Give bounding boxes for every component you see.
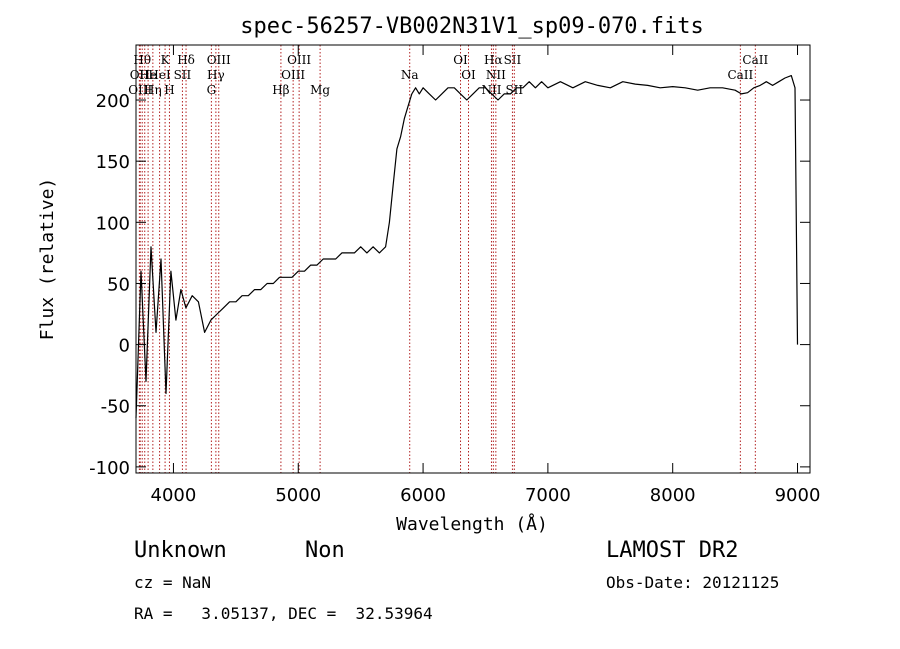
spectral-line-label: CaII: [742, 53, 768, 67]
x-tick-label: 9000: [775, 485, 821, 506]
x-tick-label: 8000: [650, 485, 696, 506]
spectral-line-label: NII: [481, 83, 501, 97]
x-tick-label: 6000: [400, 485, 446, 506]
spectral-line-label: OIII: [207, 53, 231, 67]
classification-label: Unknown: [134, 538, 227, 563]
x-tick-label: 7000: [525, 485, 571, 506]
spectral-line-label: K: [161, 53, 171, 67]
spectral-line-label: H: [140, 68, 150, 82]
x-tick-label: 4000: [151, 485, 197, 506]
plot-area: OIIOIIIHθHHeHηHeIKHSIIHδGHγOIIIHβOIIIOII…: [89, 45, 820, 506]
spectral-line-label: OI: [453, 53, 468, 67]
spectral-line-label: SII: [174, 68, 192, 82]
y-axis-label: Flux (relative): [37, 178, 58, 341]
spectral-line-label: Hα: [484, 53, 503, 67]
spectral-line-label: H: [164, 83, 174, 97]
spectral-line-label: OIII: [128, 83, 152, 97]
spectral-line-label: NII: [486, 68, 506, 82]
spectral-line-label: SII: [504, 53, 522, 67]
spectral-line-label: G: [207, 83, 217, 97]
spectral-line-label: Hθ: [133, 53, 151, 67]
spectral-line-label: Hη: [144, 83, 162, 97]
spectral-line-label: HeI: [148, 68, 171, 82]
spectral-line-label: Hδ: [177, 53, 195, 67]
y-tick-label: 0: [119, 336, 130, 357]
y-tick-label: -100: [89, 458, 130, 479]
spectrum-line: [135, 74, 799, 419]
plot-frame: [135, 44, 811, 474]
x-tick-label: 5000: [275, 485, 321, 506]
obs-date-label: Obs-Date: 20121125: [606, 573, 780, 592]
chart-title: spec-56257-VB002N31V1_sp09-070.fits: [240, 14, 704, 39]
coordinates-label: RA = 3.05137, DEC = 32.53964: [134, 604, 433, 623]
y-tick-label: 100: [96, 213, 130, 234]
survey-label: LAMOST DR2: [606, 538, 739, 563]
y-tick-label: 150: [96, 152, 130, 173]
spectral-line-label: OI: [461, 68, 476, 82]
y-tick-label: -50: [101, 397, 130, 418]
subclass-label: Non: [305, 538, 345, 563]
redshift-label: cz = NaN: [134, 573, 212, 592]
spectral-line-label: Hβ: [272, 83, 289, 97]
spectral-line-label: Mg: [310, 83, 330, 97]
spectral-line-label: Hγ: [207, 68, 225, 82]
spectral-line-label: OIII: [281, 68, 305, 82]
y-tick-label: 50: [107, 274, 130, 295]
spectral-line-label: OII: [130, 68, 150, 82]
spectral-line-label: CaII: [727, 68, 753, 82]
spectral-line-label: He: [139, 68, 157, 82]
spectral-line-label: Na: [401, 68, 419, 82]
x-axis-label: Wavelength (Å): [396, 513, 548, 535]
y-tick-label: 200: [96, 91, 130, 112]
spectral-line-label: OIII: [287, 53, 311, 67]
